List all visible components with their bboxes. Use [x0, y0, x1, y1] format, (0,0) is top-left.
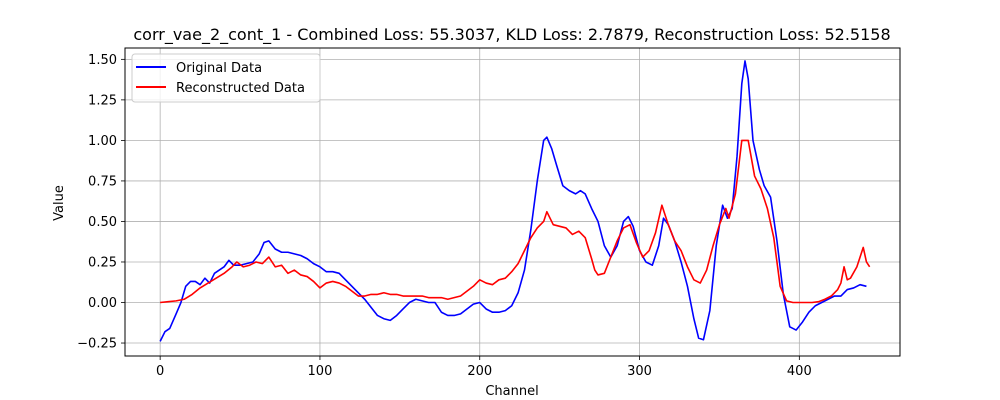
y-tick-label: 0.25: [88, 255, 117, 270]
y-tick-label: 0.50: [88, 215, 117, 230]
x-tick-label: 400: [787, 364, 812, 379]
legend-label-original-data: Original Data: [176, 61, 262, 76]
y-axis-title: Value: [52, 185, 67, 221]
series-lines: [159, 60, 871, 342]
y-tick-label: 0.00: [88, 296, 117, 311]
y-tick-label: 1.00: [88, 134, 117, 149]
plot-frame: [124, 47, 901, 357]
legend-box: [131, 53, 321, 103]
series-line-original-data: [159, 60, 867, 342]
y-tick-label: −0.25: [77, 337, 117, 352]
chart-title: corr_vae_2_cont_1 - Combined Loss: 55.30…: [133, 25, 890, 45]
x-tick-label: 0: [156, 364, 164, 379]
y-tick-label: 1.25: [88, 93, 117, 108]
series-line-reconstructed-data: [160, 139, 871, 304]
legend-label-reconstructed-data: Reconstructed Data: [176, 81, 305, 96]
x-axis-title: Channel: [485, 384, 538, 399]
axis-ticks: 0 100 200 300 400 −0.25 0.00 0.25 0.50 0.75 1.00 1.…: [77, 53, 812, 379]
y-tick-label: 1.50: [88, 53, 117, 68]
x-tick-label: 200: [467, 364, 492, 379]
x-tick-label: 300: [627, 364, 652, 379]
legend: Original Data Reconstructed Data: [131, 53, 321, 103]
y-tick-label: 0.75: [88, 174, 117, 189]
grid: [125, 48, 900, 356]
x-tick-label: 100: [308, 364, 333, 379]
